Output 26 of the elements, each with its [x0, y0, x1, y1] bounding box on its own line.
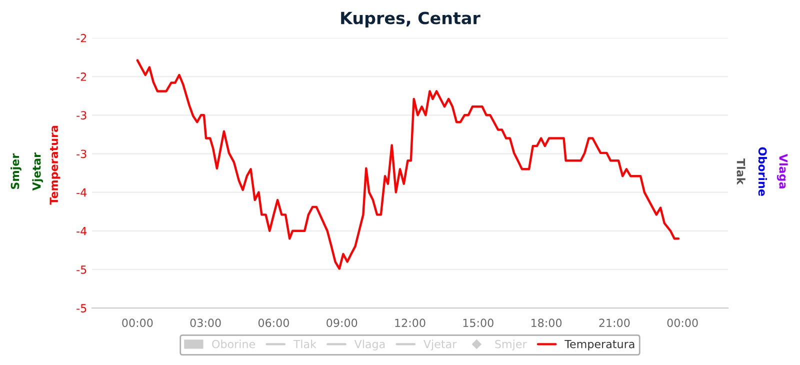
x-tick-label: 03:00 — [190, 318, 221, 328]
line-series — [136, 59, 680, 270]
legend-label: Temperatura — [564, 340, 634, 350]
text: Oborine — [758, 147, 767, 196]
y-axis-title: Temperatura — [50, 126, 60, 205]
y-tick-label: -5 — [76, 304, 86, 312]
x-tick-label: 18:00 — [531, 318, 562, 328]
y-tick-label: -4 — [76, 227, 87, 236]
x-tick-label: 15:00 — [463, 318, 494, 328]
text: Vlaga — [776, 154, 788, 188]
y-tick-label: -3 — [76, 150, 86, 158]
text: Tlak — [736, 158, 746, 185]
text: Smjer — [10, 153, 22, 189]
text: Vjetar — [32, 152, 44, 191]
x-tick-label: 12:00 — [395, 318, 426, 328]
x-tick-label: 21:00 — [599, 318, 630, 328]
x-tick-label: 09:00 — [326, 318, 358, 328]
y-tick-label: -2 — [76, 72, 86, 81]
x-tick-label: 00:00 — [667, 318, 698, 328]
chart-title: Kupres, Centar — [341, 12, 480, 28]
x-tick-label: 00:00 — [122, 318, 153, 328]
y-tick-label: -3 — [76, 111, 86, 120]
y-tick-label: -5 — [76, 266, 86, 274]
y-tick-label: -4 — [76, 188, 87, 197]
x-tick-label: 06:00 — [258, 318, 289, 328]
y-tick-label: -2 — [76, 34, 86, 42]
